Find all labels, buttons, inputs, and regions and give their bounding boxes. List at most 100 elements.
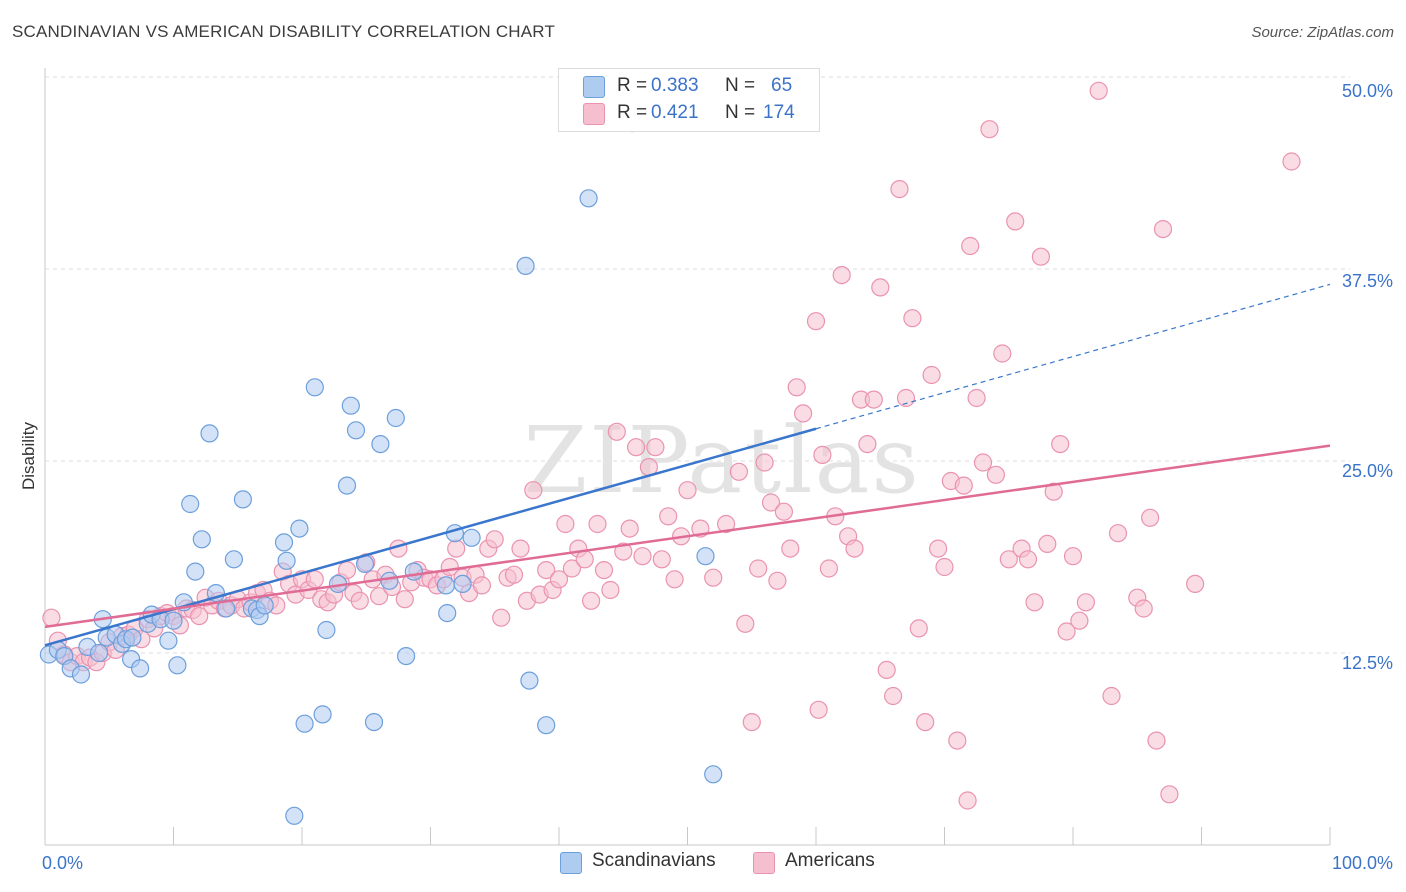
americans-point <box>614 542 633 561</box>
americans-point <box>948 731 967 750</box>
americans-legend-label: Americans <box>785 850 875 871</box>
axes <box>44 68 1331 846</box>
scandinavians-legend-swatch <box>560 852 582 874</box>
americans-point <box>1031 247 1051 266</box>
scandinavians-point <box>453 574 472 594</box>
americans-point <box>973 453 993 472</box>
americans-point <box>1076 593 1096 612</box>
americans-point <box>922 365 941 385</box>
americans-point <box>967 388 986 408</box>
scandinavians-point <box>159 631 178 650</box>
scandinavians-point <box>397 646 416 666</box>
americans-point <box>832 266 851 285</box>
scandinavians-point <box>71 665 91 684</box>
data-points <box>39 81 1301 825</box>
americans-point <box>620 519 639 538</box>
scandinavians-point <box>404 562 423 581</box>
r-value: 0.421 <box>651 102 699 123</box>
scandinavians-point <box>217 599 236 618</box>
y-tick-label: 50.0% <box>1342 81 1393 101</box>
americans-point <box>787 378 806 397</box>
n-value: 65 <box>771 75 793 96</box>
r-label: R = <box>617 75 648 96</box>
watermark: ZIPatlas <box>523 407 920 514</box>
americans-point <box>958 791 977 810</box>
americans-point <box>646 438 665 457</box>
scandinavians-point <box>285 806 304 825</box>
x-tick-label-max: 100.0% <box>1332 853 1393 873</box>
americans-point <box>813 445 832 464</box>
americans-point <box>1006 212 1025 231</box>
n-label: N = <box>725 75 756 96</box>
scandinavians-point <box>305 378 324 397</box>
scandinavians-point <box>277 551 296 570</box>
scandinavians-point <box>346 421 366 440</box>
americans-point <box>858 435 877 454</box>
americans-point <box>980 120 999 139</box>
americans-point <box>774 502 794 521</box>
americans-point <box>1038 534 1057 554</box>
americans-point <box>601 580 620 600</box>
scandinavians-point <box>255 596 274 615</box>
scandinavians-swatch <box>583 76 605 98</box>
scandinavians-point <box>233 490 252 509</box>
americans-point <box>755 453 774 472</box>
americans-point <box>819 559 839 578</box>
americans-point <box>447 539 466 558</box>
americans-point <box>1018 550 1038 569</box>
americans-point <box>736 614 755 633</box>
americans-point <box>524 481 543 500</box>
scandinavians-point <box>313 705 332 724</box>
americans-point <box>761 493 781 512</box>
scandinavians-point <box>181 494 200 514</box>
americans-point <box>472 576 491 595</box>
americans-point <box>556 514 575 534</box>
americans-point <box>916 712 935 732</box>
americans-trendline <box>44 444 1331 629</box>
americans-point <box>781 539 800 558</box>
scandinavians-point <box>371 435 390 454</box>
americans-point <box>993 344 1012 363</box>
scandinavians-point <box>317 620 336 640</box>
americans-point <box>652 550 671 569</box>
scandinavians-point <box>186 562 205 581</box>
americans-point <box>1147 731 1166 750</box>
americans-point <box>1160 785 1179 804</box>
americans-point <box>871 278 890 297</box>
scandinavians-point <box>295 714 314 733</box>
americans-point <box>395 590 414 609</box>
gridlines <box>45 76 1350 654</box>
americans-legend-swatch <box>753 852 775 874</box>
americans-point <box>1134 599 1153 618</box>
americans-point <box>504 565 524 584</box>
y-tick-label: 25.0% <box>1342 461 1393 481</box>
americans-point <box>1063 547 1083 566</box>
americans-point <box>1057 622 1076 641</box>
scandinavians-point <box>123 628 142 647</box>
scandinavians-point <box>200 424 219 443</box>
scandinavians-point <box>168 656 187 675</box>
americans-point <box>626 438 646 457</box>
scandinavians-point <box>341 396 360 415</box>
americans-point <box>793 404 813 423</box>
scandinavians-point <box>516 256 535 275</box>
scandinavians-point <box>337 476 357 495</box>
y-axis-label: Disability <box>19 421 38 490</box>
americans-point <box>1089 81 1108 100</box>
scandinavians-point <box>704 765 723 784</box>
stats-legend: R = 0.383 N = 65 R = 0.421 N = 174 <box>558 68 820 132</box>
americans-point <box>961 236 980 256</box>
americans-point <box>742 712 761 732</box>
x-tick-label-min: 0.0% <box>42 853 83 873</box>
americans-point <box>749 559 768 578</box>
americans-point <box>928 539 948 558</box>
americans-point <box>588 514 607 534</box>
americans-swatch <box>583 103 605 125</box>
americans-point <box>305 570 324 589</box>
scandinavians-point <box>438 603 457 623</box>
americans-point <box>575 550 594 569</box>
americans-point <box>1282 152 1301 171</box>
scandinavians-point <box>436 576 455 595</box>
americans-point <box>485 530 504 549</box>
scandinavians-point <box>520 671 539 690</box>
